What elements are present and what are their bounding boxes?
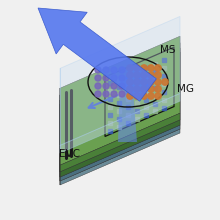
Circle shape	[134, 86, 140, 92]
Circle shape	[141, 72, 147, 78]
Circle shape	[119, 83, 125, 89]
Circle shape	[127, 79, 133, 85]
Circle shape	[134, 65, 140, 71]
Circle shape	[95, 67, 101, 73]
Circle shape	[148, 86, 154, 92]
Circle shape	[155, 72, 161, 78]
Circle shape	[119, 91, 125, 97]
Polygon shape	[60, 94, 180, 153]
Circle shape	[141, 79, 147, 85]
Circle shape	[155, 93, 161, 99]
Circle shape	[162, 79, 168, 85]
Polygon shape	[38, 8, 156, 101]
Circle shape	[111, 75, 117, 81]
Circle shape	[95, 75, 101, 81]
Circle shape	[119, 67, 125, 73]
Circle shape	[155, 65, 161, 71]
Circle shape	[155, 86, 161, 92]
Polygon shape	[60, 120, 180, 177]
Circle shape	[134, 79, 140, 85]
Polygon shape	[60, 16, 180, 145]
Circle shape	[148, 65, 154, 71]
Polygon shape	[60, 48, 180, 177]
Circle shape	[155, 79, 161, 85]
Circle shape	[148, 93, 154, 99]
Circle shape	[127, 72, 133, 78]
Polygon shape	[60, 52, 180, 181]
Polygon shape	[60, 113, 180, 172]
Circle shape	[111, 91, 117, 97]
Circle shape	[134, 93, 140, 99]
Polygon shape	[60, 129, 180, 185]
Circle shape	[127, 65, 133, 71]
Circle shape	[141, 86, 147, 92]
Polygon shape	[118, 77, 137, 142]
Circle shape	[127, 93, 133, 99]
Text: MS: MS	[160, 45, 176, 55]
Circle shape	[127, 86, 133, 92]
Circle shape	[148, 79, 154, 85]
Polygon shape	[60, 36, 180, 165]
Circle shape	[103, 75, 109, 81]
Circle shape	[103, 67, 109, 73]
Circle shape	[103, 91, 109, 97]
Circle shape	[111, 83, 117, 89]
Circle shape	[134, 72, 140, 78]
Polygon shape	[60, 43, 180, 172]
Circle shape	[95, 91, 101, 97]
Circle shape	[119, 75, 125, 81]
Circle shape	[111, 67, 117, 73]
Text: EVC: EVC	[59, 149, 81, 159]
Circle shape	[95, 83, 101, 89]
Circle shape	[103, 83, 109, 89]
Text: MG: MG	[176, 84, 194, 94]
Polygon shape	[60, 125, 180, 181]
Circle shape	[141, 65, 147, 71]
Circle shape	[141, 93, 147, 99]
Circle shape	[148, 72, 154, 78]
